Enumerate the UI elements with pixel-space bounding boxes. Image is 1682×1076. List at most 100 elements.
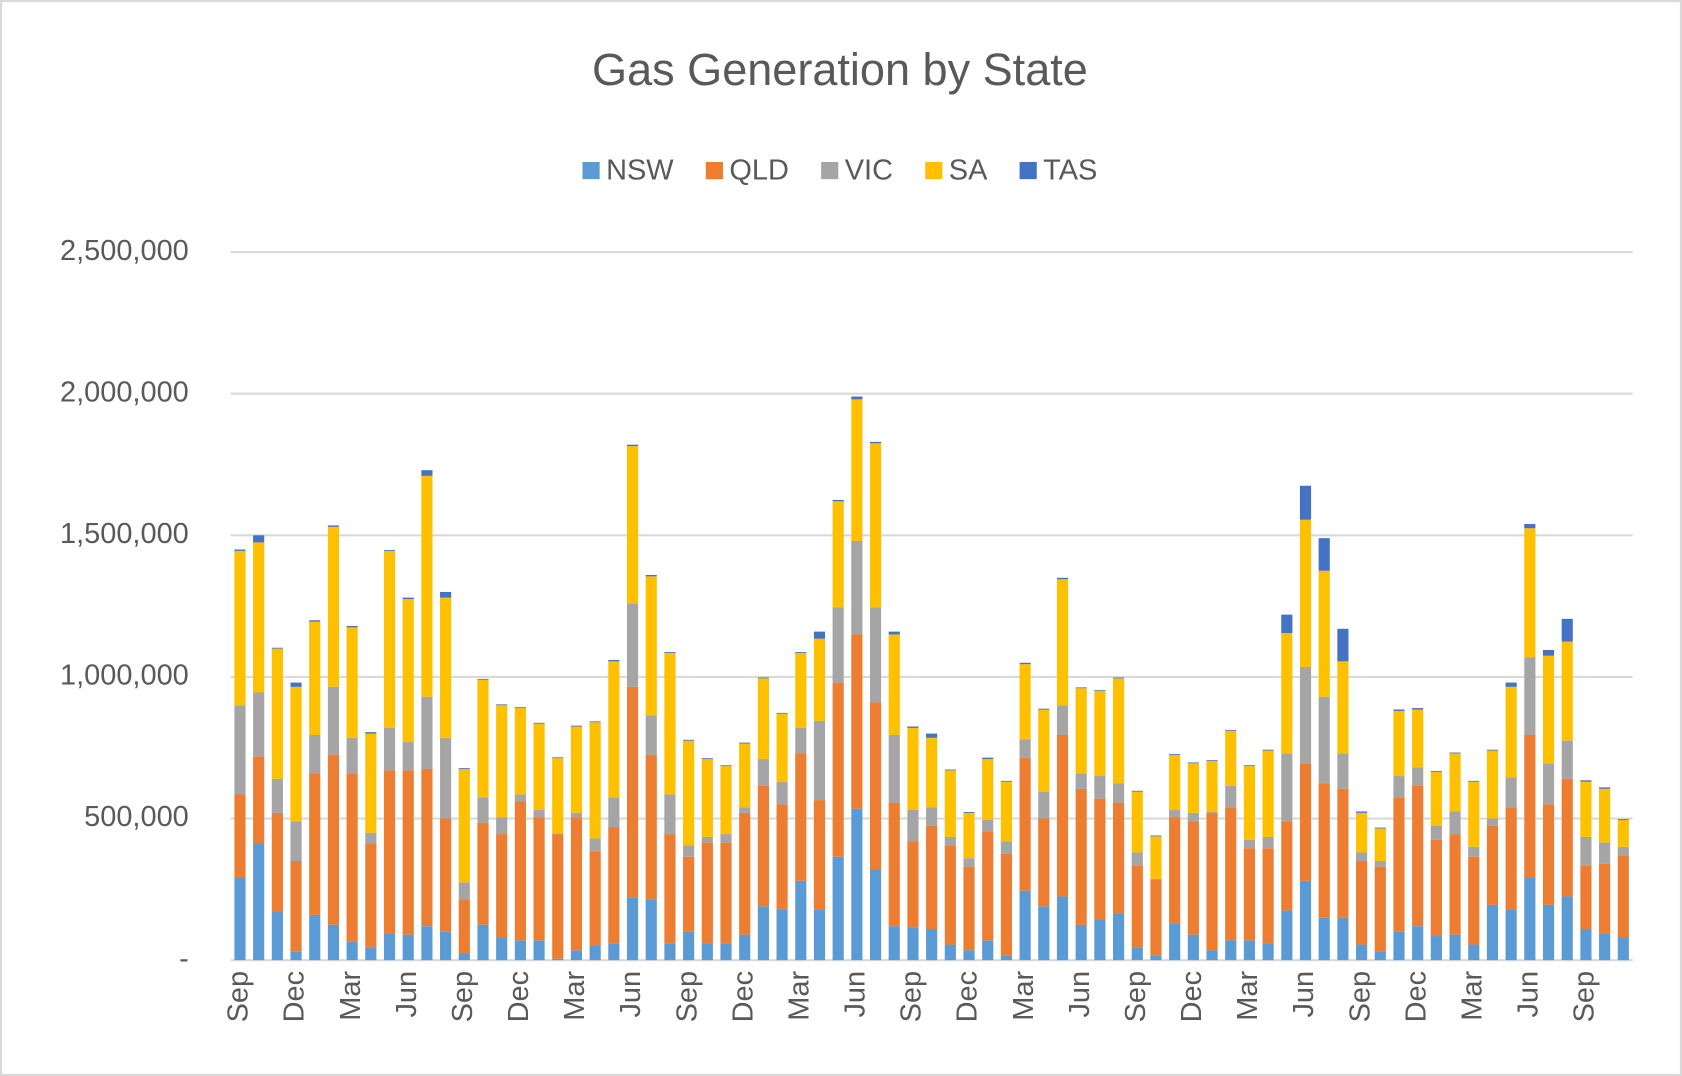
- bar-segment: [383, 727, 396, 771]
- bar-segment: [888, 926, 900, 961]
- bar-segment: [477, 797, 489, 823]
- bar-segment: [963, 858, 975, 867]
- bar-segment: [683, 856, 695, 932]
- bar-segment: [982, 831, 994, 941]
- bar-segment: [701, 836, 713, 843]
- bar-segment: [907, 810, 919, 842]
- bar-segment: [1580, 928, 1592, 961]
- bar-segment: [552, 758, 564, 834]
- bar-segment: [1187, 934, 1199, 961]
- bar-segment: [533, 723, 545, 811]
- bar-segment: [1262, 943, 1274, 961]
- bar-segment: [440, 931, 452, 961]
- x-tick-label: Sep: [1120, 971, 1152, 1023]
- bar-segment: [1393, 797, 1405, 932]
- chart-title: Gas Generation by State: [592, 44, 1088, 95]
- bar-segment: [346, 627, 358, 738]
- bar-segment: [813, 800, 826, 910]
- bar-segment: [1561, 641, 1573, 741]
- bar-segment: [1131, 791, 1143, 853]
- bar-segment: [514, 794, 526, 802]
- x-tick-label: Sep: [1344, 971, 1376, 1023]
- bar-segment: [1561, 778, 1573, 897]
- bar-segment: [290, 951, 302, 961]
- bar-segment: [869, 869, 882, 961]
- bar-segment: [1075, 788, 1087, 925]
- bar-segment: [383, 550, 396, 728]
- bar-segment: [608, 827, 620, 944]
- bar-segment: [1505, 686, 1517, 778]
- bar-segment: [832, 607, 844, 683]
- bar-segment: [1299, 667, 1312, 764]
- legend-swatch: [705, 161, 723, 180]
- bar-segment: [907, 841, 919, 928]
- bar-segment: [926, 825, 938, 929]
- bar-segment: [1000, 781, 1012, 842]
- bar-segment: [253, 844, 265, 961]
- bar-segment: [1019, 662, 1031, 665]
- bar-segment: [776, 713, 788, 782]
- bar-segment: [365, 832, 377, 845]
- bar-segment: [832, 501, 844, 608]
- bar-segment: [1169, 810, 1181, 818]
- bar-segment: [1374, 828, 1386, 862]
- y-tick-label: 1,500,000: [60, 518, 189, 550]
- bar-segment: [701, 759, 713, 837]
- bar-segment: [1262, 749, 1274, 751]
- bar-segment: [1561, 740, 1573, 779]
- bar-segment: [1150, 878, 1162, 880]
- bar-segment: [1524, 528, 1536, 658]
- bar-segment: [1206, 812, 1218, 813]
- bar-segment: [589, 945, 601, 961]
- bar-segment: [1169, 923, 1181, 961]
- x-tick-label: Jun: [1288, 971, 1320, 1018]
- legend-swatch: [1019, 161, 1037, 180]
- bar-segment: [645, 754, 657, 900]
- bar-segment: [869, 702, 882, 870]
- bar-segment: [421, 475, 433, 697]
- bar-segment: [664, 834, 676, 944]
- bar-segment: [1561, 896, 1573, 961]
- x-tick-label: Mar: [1232, 971, 1264, 1021]
- bar-segment: [496, 705, 508, 818]
- legend-label: TAS: [1043, 154, 1097, 186]
- bar-segment: [421, 926, 433, 961]
- bar-segment: [888, 802, 900, 927]
- bar-segment: [645, 574, 657, 577]
- bar-segment: [813, 720, 826, 801]
- bar-segment: [1337, 788, 1349, 918]
- bar-segment: [1113, 677, 1125, 679]
- bar-segment: [1206, 812, 1218, 951]
- bar-segment: [1206, 760, 1218, 762]
- bar-segment: [683, 845, 695, 857]
- bar-segment: [365, 732, 377, 734]
- bar-segment: [1318, 696, 1330, 784]
- bar-segment: [1617, 846, 1629, 856]
- bar-segment: [421, 768, 433, 927]
- bar-segment: [664, 794, 676, 835]
- bar-segment: [1131, 947, 1143, 961]
- bar-segment: [683, 740, 695, 846]
- bar-segment: [832, 682, 844, 857]
- bar-segment: [1337, 917, 1349, 961]
- bar-segment: [926, 733, 938, 738]
- bar-segment: [888, 634, 900, 735]
- bar-segment: [869, 441, 882, 444]
- bar-segment: [776, 909, 788, 961]
- bar-segment: [813, 909, 826, 961]
- x-tick-label: Mar: [1008, 971, 1040, 1021]
- bar-segment: [309, 620, 321, 622]
- bar-segment: [533, 810, 545, 818]
- bar-segment: [1243, 940, 1256, 961]
- bar-segment: [720, 943, 732, 961]
- bar-segment: [739, 934, 751, 961]
- bar-segment: [1019, 890, 1031, 961]
- bar-segment: [1449, 752, 1461, 754]
- bar-segment: [1038, 708, 1050, 710]
- bar-segment: [1038, 709, 1050, 792]
- x-tick-label: Sep: [447, 971, 479, 1023]
- bar-segment: [1356, 944, 1368, 961]
- x-tick-label: Jun: [840, 971, 872, 1018]
- bar-segment: [1393, 709, 1405, 711]
- bar-segment: [832, 856, 844, 961]
